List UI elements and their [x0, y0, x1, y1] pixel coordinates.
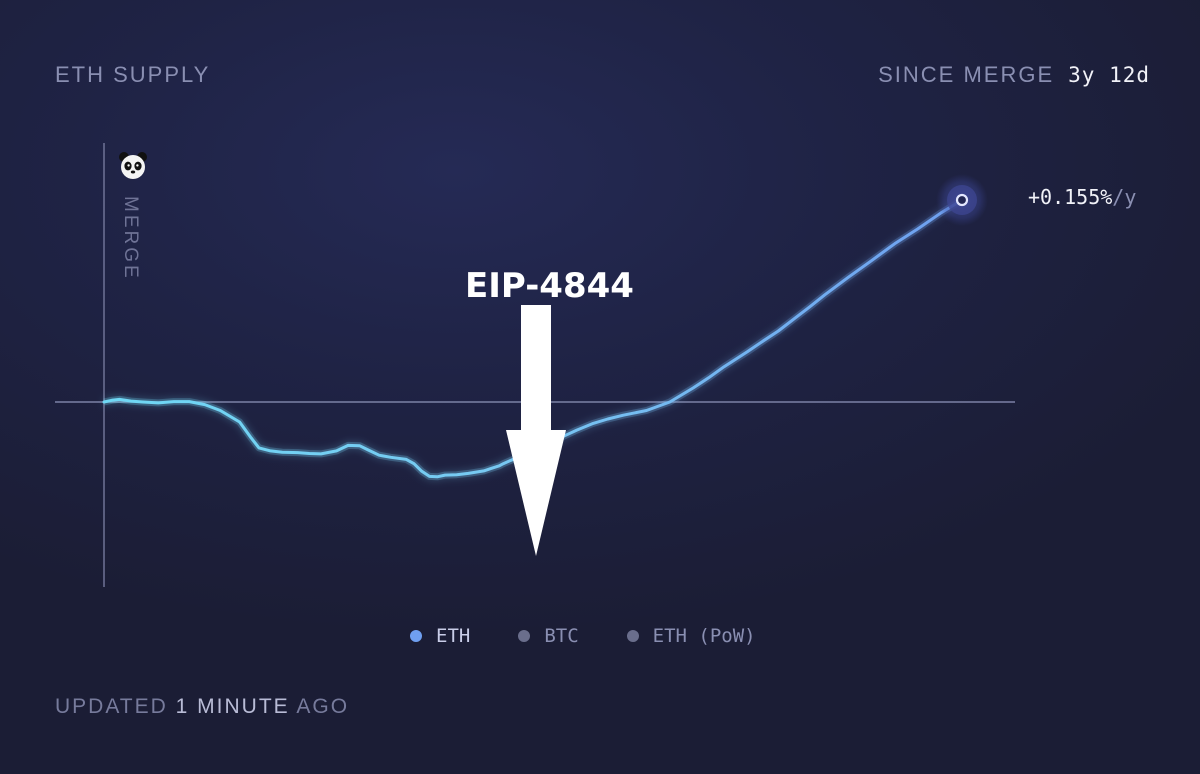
rate-value: +0.155%	[1028, 185, 1113, 209]
legend-label-eth-pow: ETH (PoW)	[652, 625, 756, 647]
eth-supply-line	[102, 198, 964, 479]
merge-axis-label: MERGE	[120, 196, 141, 281]
updated-suffix: AGO	[296, 695, 350, 718]
legend-dot-btc	[518, 630, 531, 642]
legend-label-eth: ETH	[436, 625, 471, 647]
legend-label-btc: BTC	[544, 625, 579, 647]
eip-4844-arrow-shaft	[521, 305, 551, 431]
legend-item-eth-pow[interactable]: ETH (PoW)	[626, 625, 756, 647]
endpoint-dot	[955, 193, 969, 207]
eip-4844-arrow-head	[506, 430, 566, 556]
supply-growth-rate: +0.155%/y	[1028, 185, 1136, 209]
eip-4844-callout-label: EIP-4844	[465, 266, 634, 306]
rate-unit: /y	[1112, 185, 1137, 209]
updated-count: 1	[175, 695, 190, 718]
updated-unit: MINUTE	[197, 695, 290, 718]
legend-item-eth[interactable]: ETH	[410, 625, 470, 647]
legend-dot-eth	[410, 630, 422, 642]
panda-icon	[119, 152, 147, 179]
since-merge-label: SINCE MERGE	[878, 62, 1055, 87]
chart-legend: ETH BTC ETH (PoW)	[410, 625, 756, 647]
legend-dot-eth-pow	[626, 630, 639, 642]
since-merge-period[interactable]: SINCE MERGE 3y 12d	[878, 62, 1150, 88]
last-updated-status: UPDATED 1 MINUTE AGO	[55, 695, 349, 719]
legend-item-btc[interactable]: BTC	[518, 625, 579, 647]
chart-title: ETH SUPPLY	[55, 62, 211, 87]
since-merge-value: 3y 12d	[1068, 63, 1150, 87]
updated-prefix: UPDATED	[55, 695, 168, 718]
